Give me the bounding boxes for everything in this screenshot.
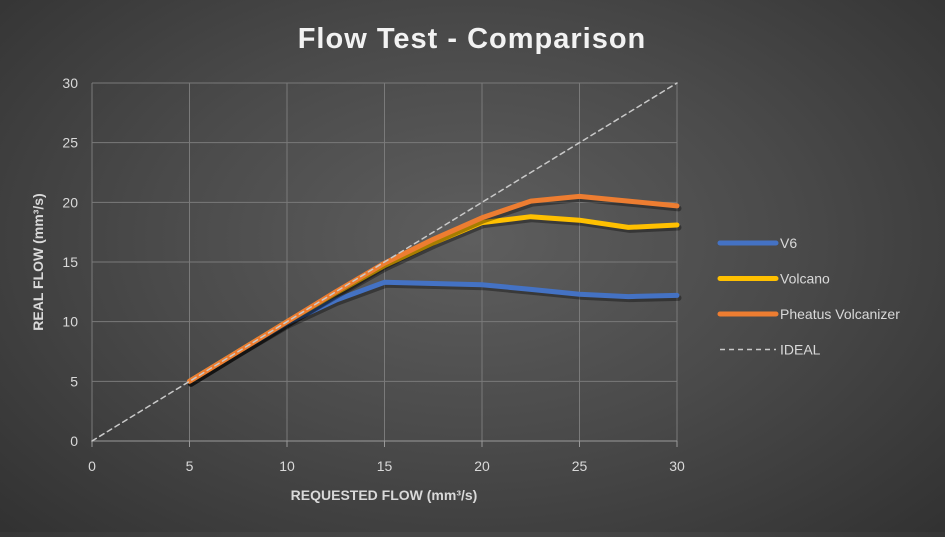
series-ideal [91,82,678,442]
x-tick-label: 5 [186,458,194,474]
y-tick-label: 25 [62,135,78,151]
legend-item: IDEAL [720,342,821,358]
legend-item: Volcano [717,271,830,287]
y-tick-label: 10 [62,314,78,330]
x-axis-label: REQUESTED FLOW (mm³/s) [291,487,478,503]
x-tick-label: 15 [377,458,393,474]
x-tick-label: 20 [474,458,490,474]
axes: 0 5 10 15 20 25 30 0 5 10 15 20 25 30 [62,75,685,474]
legend-label: IDEAL [780,342,821,358]
x-tick-label: 30 [669,458,685,474]
x-tick-label: 25 [572,458,588,474]
y-tick-label: 0 [70,433,78,449]
legend-item: Pheatus Volcanizer [717,306,900,322]
y-axis-label: REAL FLOW (mm³/s) [30,193,46,330]
y-tick-label: 30 [62,75,78,91]
chart-title: Flow Test - Comparison [298,23,647,55]
y-tick-label: 5 [70,373,78,389]
legend: V6 Volcano Pheatus Volcanizer IDEAL [717,235,900,358]
legend-label: Volcano [780,271,830,287]
x-tick-label: 10 [279,458,295,474]
series-line-v6 [187,279,680,384]
series-v6 [187,279,682,387]
legend-label: Pheatus Volcanizer [780,306,900,322]
legend-item: V6 [717,235,797,251]
x-tick-label: 0 [88,458,96,474]
y-tick-label: 15 [62,254,78,270]
series-line-ideal [91,82,678,442]
series-lines [91,82,682,442]
y-tick-label: 20 [62,194,78,210]
legend-label: V6 [780,235,797,251]
